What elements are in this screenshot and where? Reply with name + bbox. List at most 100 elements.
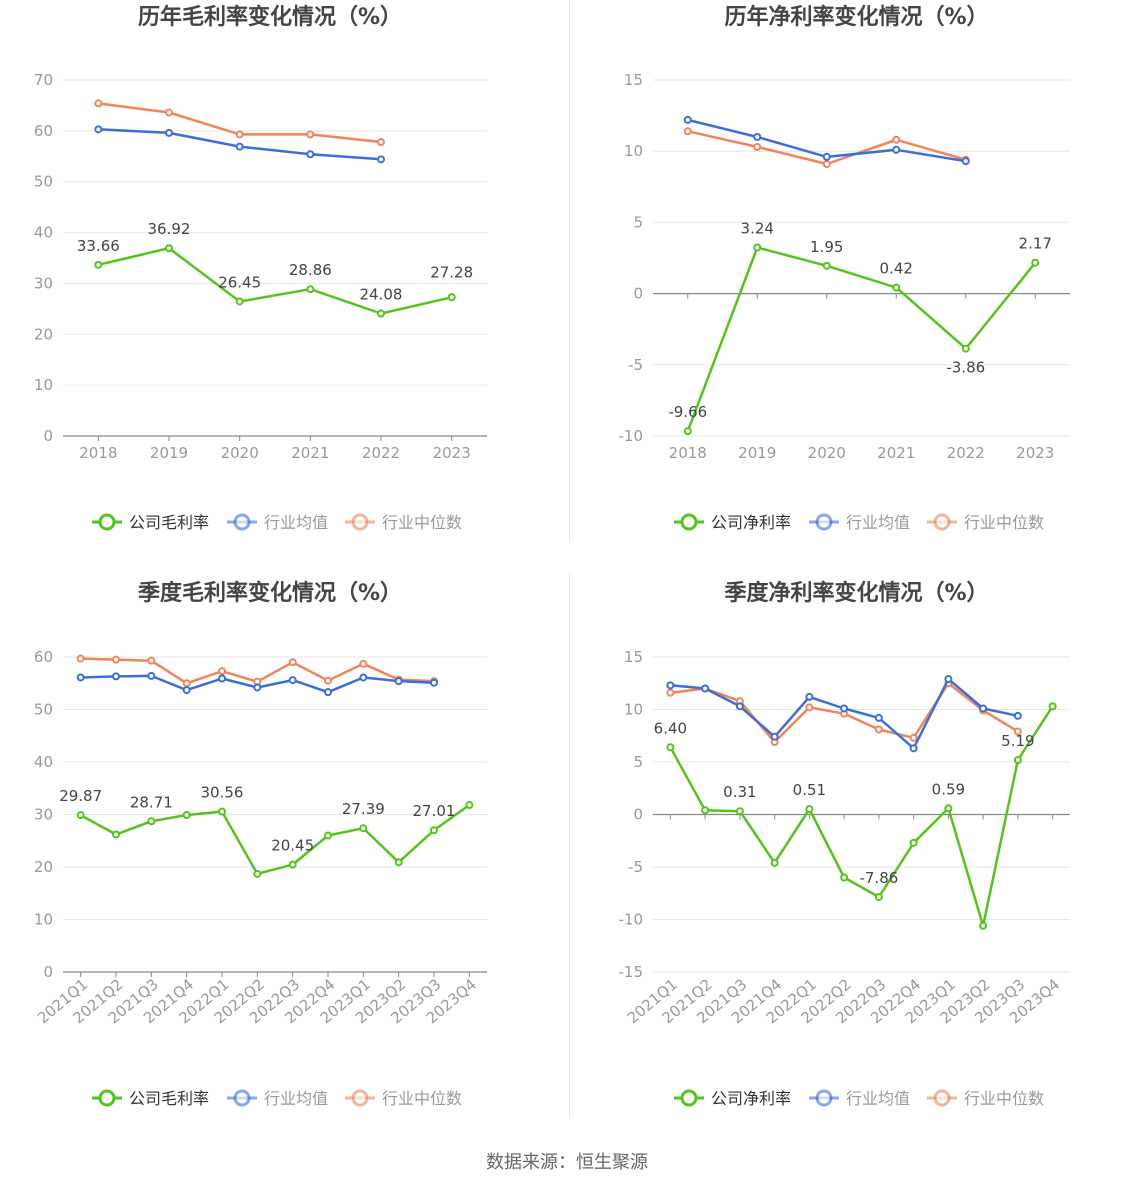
- data-point: [182, 686, 191, 695]
- data-label: 3.24: [741, 219, 774, 237]
- y-tick-label: 10: [624, 142, 643, 160]
- y-tick-label: 70: [34, 71, 53, 89]
- data-point: [112, 830, 120, 839]
- data-label: 26.45: [218, 273, 261, 291]
- legend-label: 公司净利率: [711, 1089, 791, 1108]
- data-label: 6.40: [654, 719, 687, 737]
- y-tick-label: 30: [34, 806, 53, 824]
- data-point: [666, 743, 675, 752]
- data-point: [944, 675, 953, 684]
- data-point: [874, 893, 883, 902]
- chart-svg: 季度毛利率变化情况（%）01020304050602021Q12021Q2202…: [34, 580, 487, 1108]
- chart-title: 历年毛利率变化情况（%）: [138, 4, 402, 30]
- data-point: [805, 805, 814, 814]
- y-tick-label: -5: [628, 858, 643, 876]
- legend-0-legend-marker: [98, 1089, 116, 1107]
- y-tick-label: 0: [43, 427, 53, 445]
- legend: 公司净利率 行业均值 行业中位数: [674, 1089, 1044, 1108]
- data-point: [377, 138, 385, 147]
- data-label: 30.56: [201, 784, 244, 802]
- legend-1-legend-marker: [815, 513, 833, 531]
- data-label: 27.28: [430, 263, 473, 281]
- data-point: [944, 804, 953, 813]
- divider-top: [569, 0, 570, 542]
- legend-label: 行业均值: [846, 1089, 910, 1108]
- legend-2-legend-marker: [933, 1089, 951, 1107]
- data-label: 28.71: [130, 793, 173, 811]
- data-point: [447, 293, 456, 302]
- data-point: [909, 744, 918, 753]
- data-point: [735, 702, 744, 711]
- data-point: [753, 142, 762, 151]
- y-tick-label: 50: [34, 701, 53, 719]
- y-tick-label: 40: [34, 753, 53, 771]
- series-line-0: [686, 246, 1037, 432]
- data-point: [683, 115, 692, 124]
- y-tick-label: -5: [628, 356, 643, 374]
- legend-label: 行业中位数: [964, 1089, 1044, 1108]
- data-point: [235, 142, 244, 151]
- data-point: [1013, 711, 1022, 720]
- data-label: 1.95: [810, 238, 843, 256]
- divider-bottom: [569, 574, 570, 1118]
- legend-label: 公司净利率: [711, 513, 791, 532]
- data-point: [306, 130, 315, 139]
- data-label: 27.01: [413, 802, 456, 820]
- legend-label: 行业中位数: [382, 1089, 462, 1108]
- data-label: 2.17: [1019, 235, 1052, 253]
- x-tick-label: 2018: [79, 444, 117, 462]
- legend-2-legend-marker: [351, 513, 369, 531]
- x-tick-label: 2022: [947, 444, 985, 462]
- data-point: [112, 655, 120, 664]
- y-tick-label: 10: [34, 376, 53, 394]
- x-tick-label: 2021: [291, 444, 329, 462]
- y-tick-label: -10: [619, 911, 644, 929]
- data-point: [979, 704, 988, 713]
- legend-label: 行业均值: [264, 513, 328, 532]
- data-point: [288, 860, 297, 869]
- x-tick-label: 2018: [669, 444, 707, 462]
- data-point: [235, 130, 244, 139]
- data-point: [218, 667, 226, 676]
- data-point: [377, 155, 385, 164]
- data-point: [874, 725, 883, 734]
- data-point: [182, 811, 191, 820]
- chart-svg: 历年毛利率变化情况（%） 0 10 20 30 40 50 60 70 2018 2019 2020 2…: [34, 4, 487, 532]
- legend: 公司毛利率 行业均值 行业中位数: [92, 513, 462, 532]
- series-line-0: [98, 246, 452, 315]
- data-point: [961, 344, 970, 353]
- data-point: [735, 807, 744, 816]
- legend-label: 公司毛利率: [129, 1089, 209, 1108]
- data-label: 28.86: [289, 261, 332, 279]
- data-point: [892, 135, 901, 144]
- legend-0-legend-marker: [680, 1089, 698, 1107]
- y-tick-label: 0: [43, 963, 53, 981]
- chart-annual-gross-margin: 历年毛利率变化情况（%） 0 10 20 30 40 50 60 70 2018 2019 2020 2…: [0, 0, 567, 560]
- y-tick-label: 5: [633, 753, 643, 771]
- y-tick-label: 0: [633, 285, 643, 303]
- data-label: -7.86: [859, 869, 898, 887]
- data-point: [394, 858, 403, 867]
- legend-2-legend-marker: [933, 513, 951, 531]
- data-point: [76, 811, 85, 820]
- y-tick-label: 50: [34, 173, 53, 191]
- x-tick-label: 2020: [808, 444, 846, 462]
- chart-title: 季度毛利率变化情况（%）: [138, 580, 402, 606]
- y-tick-label: 20: [34, 858, 53, 876]
- data-point: [430, 826, 438, 835]
- data-point: [701, 684, 710, 693]
- data-point: [324, 688, 332, 697]
- data-label: 36.92: [148, 220, 191, 238]
- data-point: [253, 683, 262, 692]
- data-point: [822, 152, 831, 161]
- data-point: [76, 654, 85, 663]
- data-point: [840, 873, 849, 882]
- y-tick-label: -15: [619, 963, 644, 981]
- data-point: [147, 656, 156, 665]
- data-point: [165, 244, 173, 253]
- legend-label: 公司毛利率: [129, 513, 209, 532]
- data-point: [94, 125, 103, 134]
- data-label: 0.51: [793, 781, 826, 799]
- data-point: [1031, 258, 1040, 267]
- y-tick-label: 10: [624, 701, 643, 719]
